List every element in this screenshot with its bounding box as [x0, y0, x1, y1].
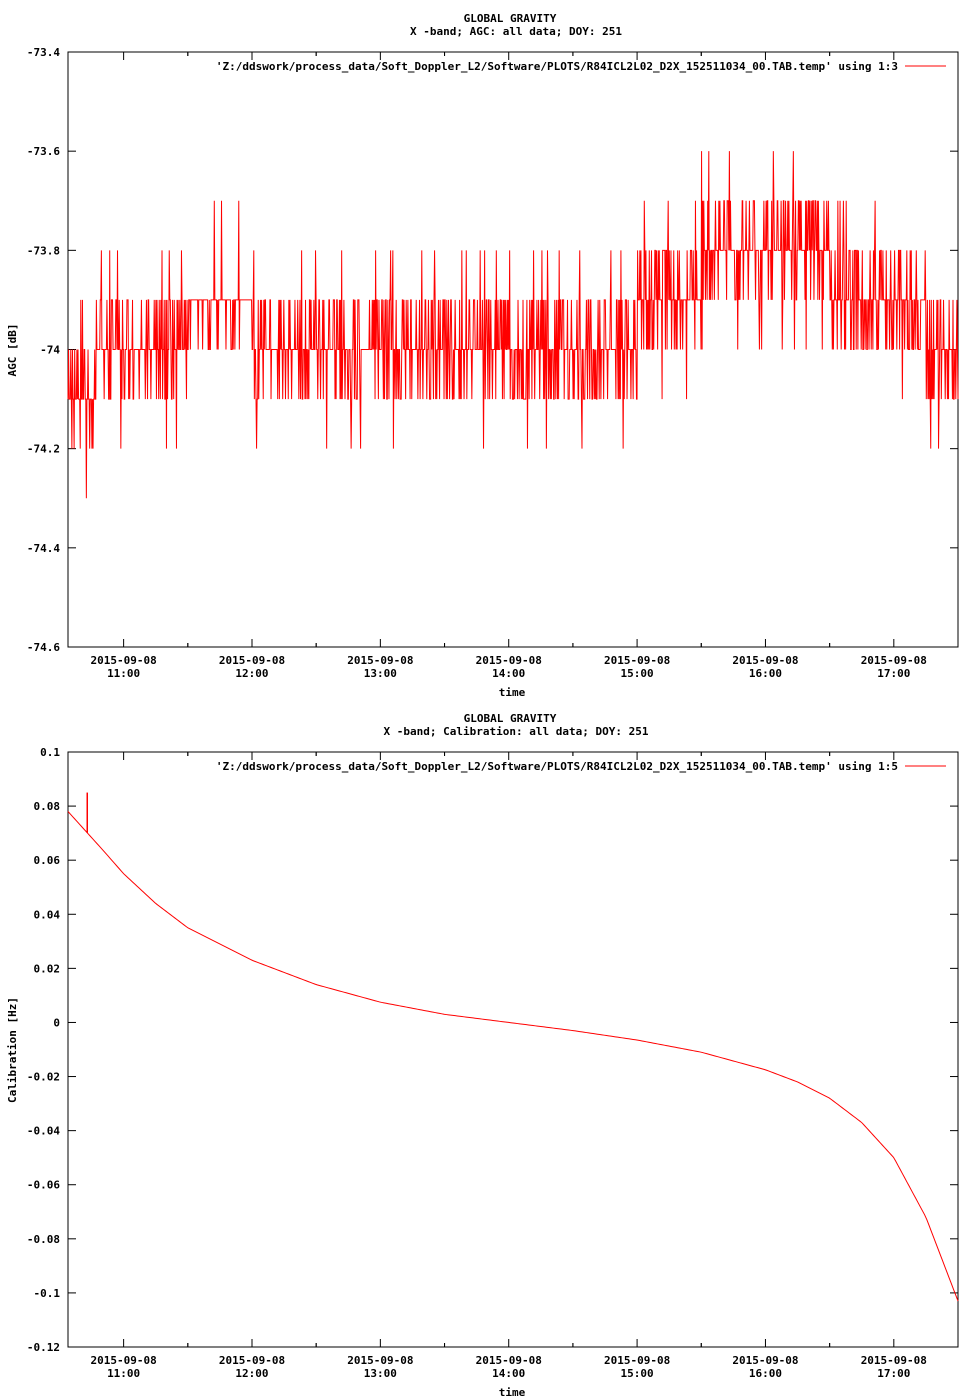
- y-tick-label: 0: [53, 1016, 60, 1029]
- agc-plot-frame: [67, 51, 959, 648]
- x-tick-time-label: 17:00: [877, 667, 910, 680]
- x-tick-date-label: 2015-09-08: [732, 1354, 798, 1367]
- agc-chart: GLOBAL GRAVITY X -band; AGC: all data; D…: [6, 12, 959, 699]
- agc-y-axis: -73.4 -73.6 -73.8 -74 -74.2 -74.4 -74.6: [27, 46, 958, 654]
- series-line: [67, 811, 959, 1302]
- x-tick-date-label: 2015-09-08: [347, 1354, 413, 1367]
- x-tick-time-label: 13:00: [364, 667, 397, 680]
- x-tick-date-label: 2015-09-08: [604, 654, 670, 667]
- agc-series: [67, 151, 959, 499]
- x-tick-time-label: 16:00: [749, 1367, 782, 1380]
- x-tick-time-label: 16:00: [749, 667, 782, 680]
- calibration-legend-label: 'Z:/ddswork/process_data/Soft_Doppler_L2…: [216, 760, 898, 773]
- y-tick-label: -0.12: [27, 1341, 60, 1354]
- y-tick-label: 0.06: [34, 854, 61, 867]
- x-tick-time-label: 14:00: [492, 667, 525, 680]
- y-tick-label: -73.6: [27, 145, 60, 158]
- x-tick-time-label: 15:00: [621, 1367, 654, 1380]
- y-tick-label: -74.2: [27, 443, 60, 456]
- x-tick-date-label: 2015-09-08: [476, 1354, 542, 1367]
- calibration-chart: GLOBAL GRAVITY X -band; Calibration: all…: [6, 712, 959, 1399]
- y-tick-label: -0.04: [27, 1125, 60, 1138]
- calibration-y-axis: 0.1 0.08 0.06 0.04 0.02 0 -0.02 -0.04 -0.06 -0.08…: [27, 746, 958, 1354]
- x-tick-date-label: 2015-09-08: [476, 654, 542, 667]
- calibration-series: [67, 792, 959, 1302]
- agc-x-axis-label: time: [499, 686, 526, 699]
- y-tick-label: -73.8: [27, 244, 60, 257]
- x-tick-time-label: 14:00: [492, 1367, 525, 1380]
- calibration-plot-frame: [67, 751, 959, 1348]
- y-tick-label: 0.02: [34, 962, 61, 975]
- x-tick-date-label: 2015-09-08: [91, 654, 157, 667]
- x-tick-time-label: 11:00: [107, 1367, 140, 1380]
- x-tick-date-label: 2015-09-08: [219, 654, 285, 667]
- x-tick-time-label: 12:00: [235, 1367, 268, 1380]
- calibration-x-axis: 2015-09-0811:002015-09-0812:002015-09-08…: [91, 752, 959, 1380]
- agc-x-axis: 2015-09-0811:002015-09-0812:002015-09-08…: [91, 52, 959, 680]
- y-tick-label: -0.06: [27, 1179, 60, 1192]
- calibration-chart-title: GLOBAL GRAVITY: [464, 712, 557, 725]
- x-tick-date-label: 2015-09-08: [604, 1354, 670, 1367]
- x-tick-date-label: 2015-09-08: [732, 654, 798, 667]
- x-tick-time-label: 15:00: [621, 667, 654, 680]
- x-tick-date-label: 2015-09-08: [219, 1354, 285, 1367]
- x-tick-time-label: 17:00: [877, 1367, 910, 1380]
- y-tick-label: -0.02: [27, 1071, 60, 1084]
- agc-y-axis-label: AGC [dB]: [6, 324, 19, 377]
- y-tick-label: -74: [40, 344, 60, 357]
- y-tick-label: -73.4: [27, 46, 60, 59]
- x-tick-time-label: 11:00: [107, 667, 140, 680]
- calibration-y-axis-label: Calibration [Hz]: [6, 997, 19, 1103]
- x-tick-time-label: 13:00: [364, 1367, 397, 1380]
- agc-chart-subtitle: X -band; AGC: all data; DOY: 251: [410, 25, 622, 38]
- calibration-x-axis-label: time: [499, 1386, 526, 1399]
- series-line: [67, 151, 959, 499]
- y-tick-label: -0.1: [34, 1287, 61, 1300]
- x-tick-time-label: 12:00: [235, 667, 268, 680]
- y-tick-label: -0.08: [27, 1233, 60, 1246]
- x-tick-date-label: 2015-09-08: [347, 654, 413, 667]
- y-tick-label: -74.6: [27, 641, 60, 654]
- y-tick-label: 0.08: [34, 800, 61, 813]
- agc-chart-title: GLOBAL GRAVITY: [464, 12, 557, 25]
- y-tick-label: -74.4: [27, 542, 60, 555]
- x-tick-date-label: 2015-09-08: [861, 1354, 927, 1367]
- x-tick-date-label: 2015-09-08: [861, 654, 927, 667]
- agc-legend-label: 'Z:/ddswork/process_data/Soft_Doppler_L2…: [216, 60, 898, 73]
- calibration-chart-subtitle: X -band; Calibration: all data; DOY: 251: [384, 725, 649, 738]
- x-tick-date-label: 2015-09-08: [91, 1354, 157, 1367]
- y-tick-label: 0.1: [40, 746, 60, 759]
- y-tick-label: 0.04: [34, 908, 61, 921]
